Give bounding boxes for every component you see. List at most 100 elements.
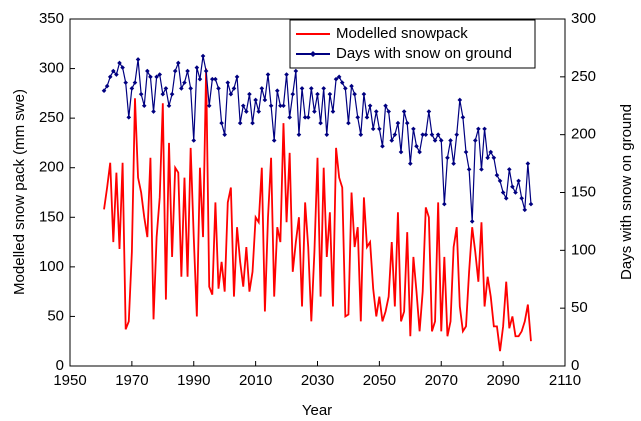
- data-point: [120, 65, 125, 70]
- y-axis-label: Modelled snow pack (mm swe): [11, 89, 28, 295]
- data-point: [392, 132, 398, 137]
- data-point: [309, 86, 314, 91]
- data-point: [445, 155, 450, 161]
- data-point: [163, 86, 169, 91]
- y2-tick-label: 200: [571, 126, 596, 143]
- data-point: [299, 86, 305, 91]
- data-point: [343, 86, 348, 91]
- data-point: [284, 72, 289, 77]
- data-point: [256, 109, 262, 114]
- data-point: [169, 91, 175, 97]
- y2-tick-label: 300: [571, 10, 596, 27]
- data-point: [472, 138, 478, 143]
- data-point: [259, 86, 265, 91]
- y-tick-label: 250: [39, 109, 64, 126]
- data-point: [135, 57, 141, 62]
- data-point: [364, 115, 370, 120]
- y-tick-label: 200: [39, 159, 64, 176]
- data-point: [423, 132, 429, 137]
- data-point: [107, 74, 113, 80]
- data-point: [228, 91, 234, 97]
- data-point: [426, 109, 432, 114]
- data-point: [485, 155, 490, 161]
- data-point: [420, 132, 425, 137]
- x-tick-label: 2090: [486, 372, 519, 389]
- data-point: [225, 80, 231, 85]
- data-point: [336, 74, 342, 80]
- data-point: [339, 80, 345, 85]
- x-tick-label: 2010: [239, 372, 272, 389]
- data-point: [349, 83, 354, 89]
- data-point: [414, 143, 419, 149]
- data-point: [104, 83, 110, 89]
- data-point: [321, 86, 326, 91]
- data-point: [182, 80, 187, 85]
- x-tick-label: 1990: [177, 372, 210, 389]
- data-line: [103, 68, 532, 352]
- data-point: [457, 97, 463, 103]
- data-point: [219, 120, 224, 126]
- y-tick-label: 300: [39, 60, 64, 77]
- data-point: [111, 68, 116, 74]
- data-point: [132, 80, 138, 85]
- data-point: [287, 115, 292, 120]
- data-point: [296, 132, 302, 137]
- data-point: [460, 115, 466, 120]
- data-point: [145, 68, 150, 74]
- data-point: [408, 161, 413, 166]
- data-point: [466, 167, 472, 172]
- data-point: [166, 103, 172, 109]
- data-point: [448, 138, 453, 143]
- data-point: [179, 86, 184, 91]
- x-tick-label: 2070: [425, 372, 458, 389]
- data-point: [250, 120, 255, 126]
- data-point: [476, 126, 481, 132]
- legend-label: Modelled snowpack: [336, 25, 468, 42]
- data-point: [271, 138, 277, 143]
- data-point: [330, 109, 336, 114]
- data-point: [185, 68, 190, 74]
- data-point: [451, 161, 456, 166]
- y-tick-label: 100: [39, 258, 64, 275]
- data-point: [210, 76, 215, 82]
- data-point: [237, 120, 243, 126]
- data-point: [154, 74, 159, 80]
- data-point: [157, 72, 163, 77]
- data-point: [346, 120, 351, 126]
- data-point: [516, 178, 521, 184]
- data-point: [404, 120, 410, 126]
- data-point: [389, 138, 395, 143]
- data-point: [442, 201, 447, 207]
- y2-tick-label: 150: [571, 183, 596, 200]
- data-point: [123, 80, 128, 85]
- data-point: [268, 103, 274, 109]
- y-tick-label: 0: [56, 357, 64, 374]
- data-point: [429, 132, 435, 137]
- data-point: [503, 195, 509, 201]
- data-point: [302, 115, 308, 120]
- data-point: [370, 126, 376, 132]
- data-point: [312, 109, 317, 114]
- data-point: [138, 91, 144, 97]
- data-point: [262, 97, 268, 103]
- data-point: [463, 149, 469, 155]
- data-point: [141, 103, 147, 109]
- y2-tick-label: 250: [571, 68, 596, 85]
- data-point: [148, 74, 153, 80]
- data-point: [417, 149, 422, 155]
- legend-label: Days with snow on ground: [336, 45, 512, 62]
- data-point: [253, 97, 258, 103]
- data-point: [432, 138, 438, 143]
- data-point: [528, 201, 534, 207]
- y2-tick-label: 0: [571, 357, 579, 374]
- y-tick-label: 150: [39, 208, 64, 225]
- y2-tick-label: 100: [571, 241, 596, 258]
- data-point: [117, 60, 122, 66]
- x-tick-label: 2030: [301, 372, 334, 389]
- data-point: [114, 72, 119, 77]
- data-point: [324, 132, 330, 137]
- data-point: [191, 138, 197, 143]
- data-point: [513, 190, 518, 195]
- data-point: [160, 91, 166, 97]
- data-point: [240, 103, 246, 109]
